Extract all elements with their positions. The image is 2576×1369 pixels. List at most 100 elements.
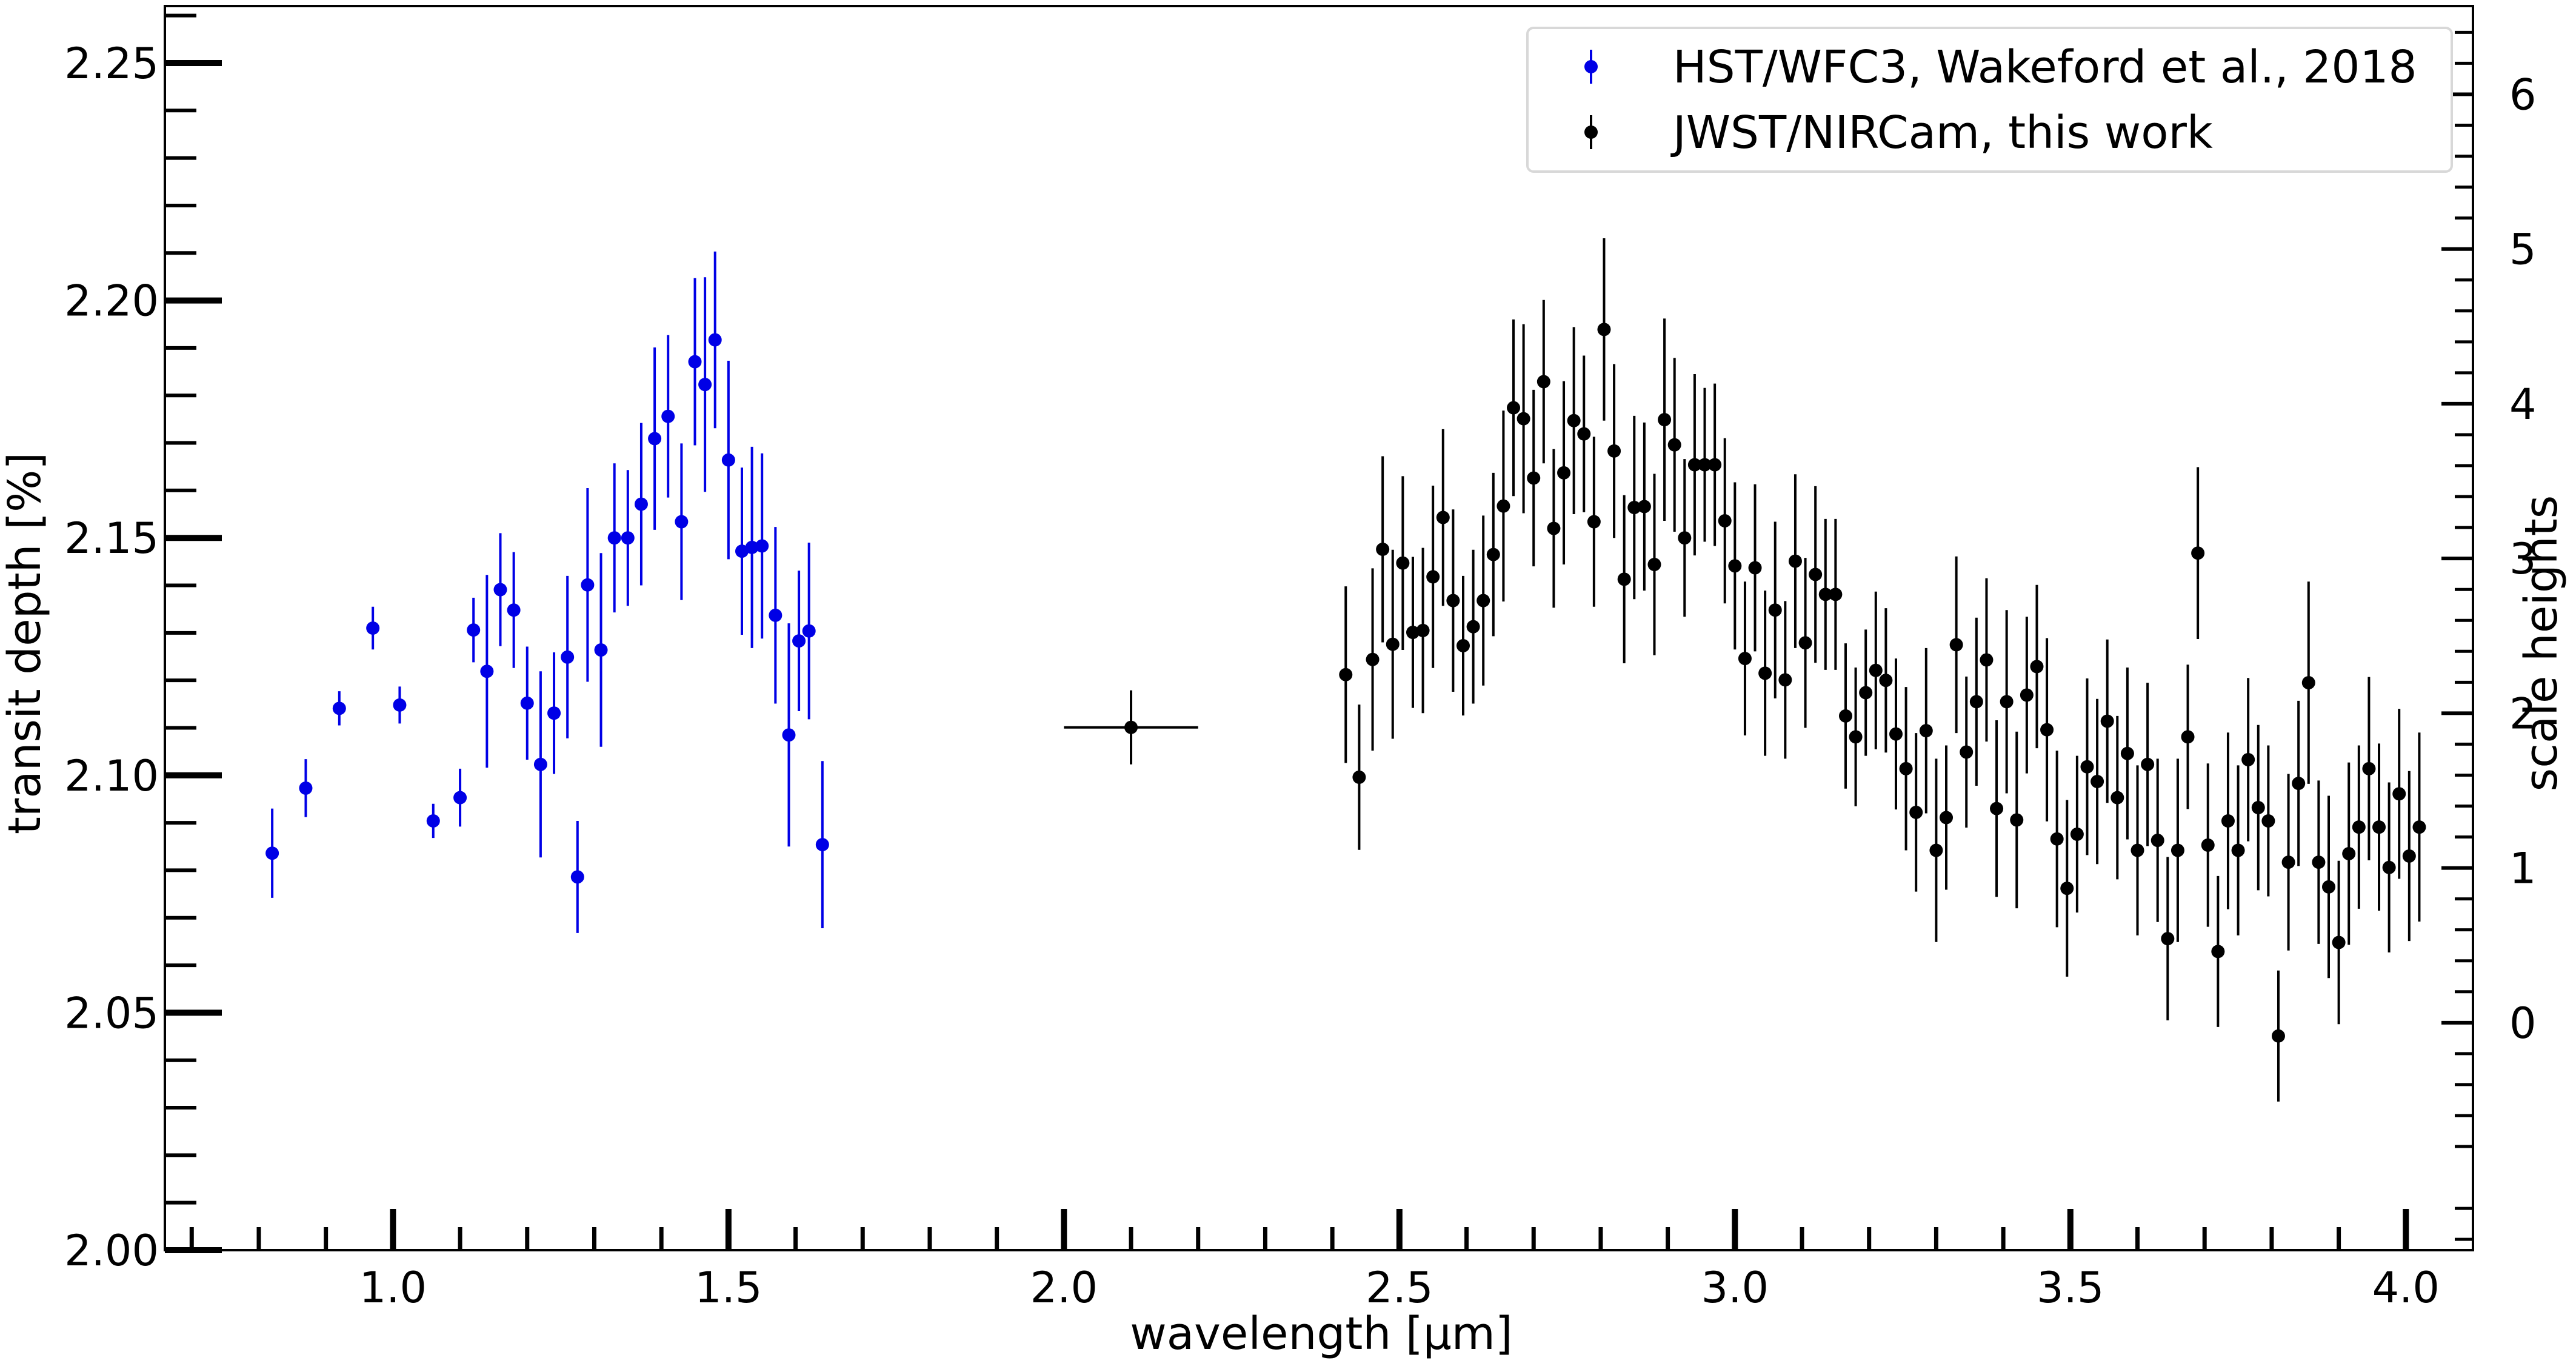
- data-point: [1637, 500, 1651, 514]
- series-jwst: [1064, 238, 2426, 1102]
- data-point: [2161, 932, 2175, 946]
- data-point: [2301, 676, 2315, 690]
- data-point: [426, 814, 440, 828]
- data-point: [2141, 757, 2155, 771]
- legend-item-jwst: JWST/NIRCam, this work: [1584, 107, 2213, 159]
- data-point: [1658, 413, 1672, 427]
- y-tick-label: 2.20: [64, 276, 159, 326]
- data-point: [467, 623, 481, 637]
- data-point: [1718, 514, 1732, 527]
- data-point: [493, 583, 507, 597]
- data-point: [594, 643, 608, 657]
- x-tick-label: 3.0: [1701, 1263, 1769, 1313]
- data-point: [1396, 556, 1410, 570]
- data-point: [1339, 668, 1353, 681]
- y-tick-label: 2.10: [64, 751, 159, 801]
- y-tick-label: 2.15: [64, 514, 159, 563]
- data-point: [708, 333, 722, 347]
- legend-box: [1526, 27, 2453, 173]
- data-point: [1477, 594, 1490, 608]
- data-point: [2362, 761, 2376, 775]
- data-point: [1352, 770, 1366, 784]
- data-point: [721, 453, 735, 467]
- data-point: [1969, 695, 1983, 709]
- data-point: [2120, 746, 2134, 760]
- data-point: [1366, 652, 1380, 666]
- data-point: [1627, 501, 1641, 515]
- data-point: [299, 781, 313, 795]
- data-point: [2211, 945, 2225, 959]
- data-point: [2342, 847, 2356, 861]
- data-point: [1728, 559, 1742, 573]
- data-point: [2322, 880, 2335, 894]
- data-point: [2000, 695, 2014, 709]
- data-point: [1838, 709, 1852, 723]
- y-tick-label: 2.25: [64, 39, 159, 89]
- data-point: [1416, 623, 1430, 637]
- data-point: [1788, 554, 1802, 568]
- data-point: [1909, 805, 1923, 819]
- y2-tick-label: 4: [2509, 380, 2537, 429]
- data-point: [2050, 832, 2064, 846]
- data-point: [1949, 638, 1963, 652]
- x-tick-label: 3.5: [2037, 1263, 2104, 1313]
- data-point: [688, 355, 702, 369]
- series-hst: [265, 251, 829, 933]
- data-point: [1738, 652, 1752, 666]
- data-point: [782, 728, 796, 742]
- data-point: [2201, 838, 2215, 852]
- data-point: [507, 603, 521, 617]
- data-point: [607, 531, 621, 545]
- data-point: [1687, 458, 1701, 472]
- data-point: [1859, 686, 1873, 700]
- data-point: [2010, 813, 2024, 827]
- data-point: [2020, 688, 2034, 702]
- data-point: [2111, 791, 2124, 805]
- data-point: [1436, 510, 1450, 524]
- data-point: [1960, 745, 1974, 759]
- data-point: [2251, 801, 2265, 815]
- data-point: [1426, 570, 1440, 584]
- legend: HST/WFC3, Wakeford et al., 2018 JWST/NIR…: [1526, 27, 2453, 173]
- data-point: [792, 634, 806, 648]
- x-axis-title: wavelength [μm]: [1130, 1308, 1513, 1360]
- data-point: [2181, 730, 2195, 744]
- y-axis-title: transit depth [%]: [0, 452, 51, 834]
- data-point: [1889, 727, 1903, 741]
- data-point: [2070, 827, 2084, 841]
- data-point: [1698, 458, 1712, 472]
- data-point: [2060, 882, 2074, 895]
- data-point: [815, 838, 829, 852]
- data-point: [2292, 777, 2306, 791]
- data-point: [1537, 375, 1550, 389]
- data-point: [1557, 466, 1571, 480]
- y-axis-right: 0 1 2 3 4 5 6: [2441, 30, 2537, 1241]
- legend-marker-jwst: [1584, 126, 1598, 139]
- data-point: [1678, 531, 1692, 545]
- legend-label-jwst: JWST/NIRCam, this work: [1670, 107, 2213, 159]
- data-point: [755, 539, 769, 553]
- y2-tick-label: 2: [2509, 689, 2537, 738]
- data-point: [332, 701, 346, 715]
- data-point: [2040, 723, 2054, 737]
- data-point: [2412, 820, 2426, 834]
- y-tick-label: 2.05: [64, 988, 159, 1038]
- data-point: [366, 621, 380, 635]
- x-tick-label: 4.0: [2372, 1263, 2440, 1313]
- data-point: [1446, 594, 1460, 608]
- y-tick-label: 2.00: [64, 1226, 159, 1276]
- data-point: [1486, 547, 1500, 561]
- data-point: [1376, 542, 1390, 556]
- data-point: [1809, 567, 1823, 581]
- data-point: [2332, 936, 2346, 949]
- x-tick-label: 1.5: [695, 1263, 762, 1313]
- data-point: [1778, 673, 1792, 687]
- data-point: [2392, 787, 2406, 801]
- data-point: [769, 608, 782, 622]
- legend-marker-hst: [1584, 60, 1598, 73]
- plot-frame: [164, 5, 2474, 1251]
- data-point: [1849, 730, 1863, 744]
- data-point: [1547, 521, 1561, 535]
- data-point: [621, 531, 635, 545]
- data-point: [2090, 774, 2104, 788]
